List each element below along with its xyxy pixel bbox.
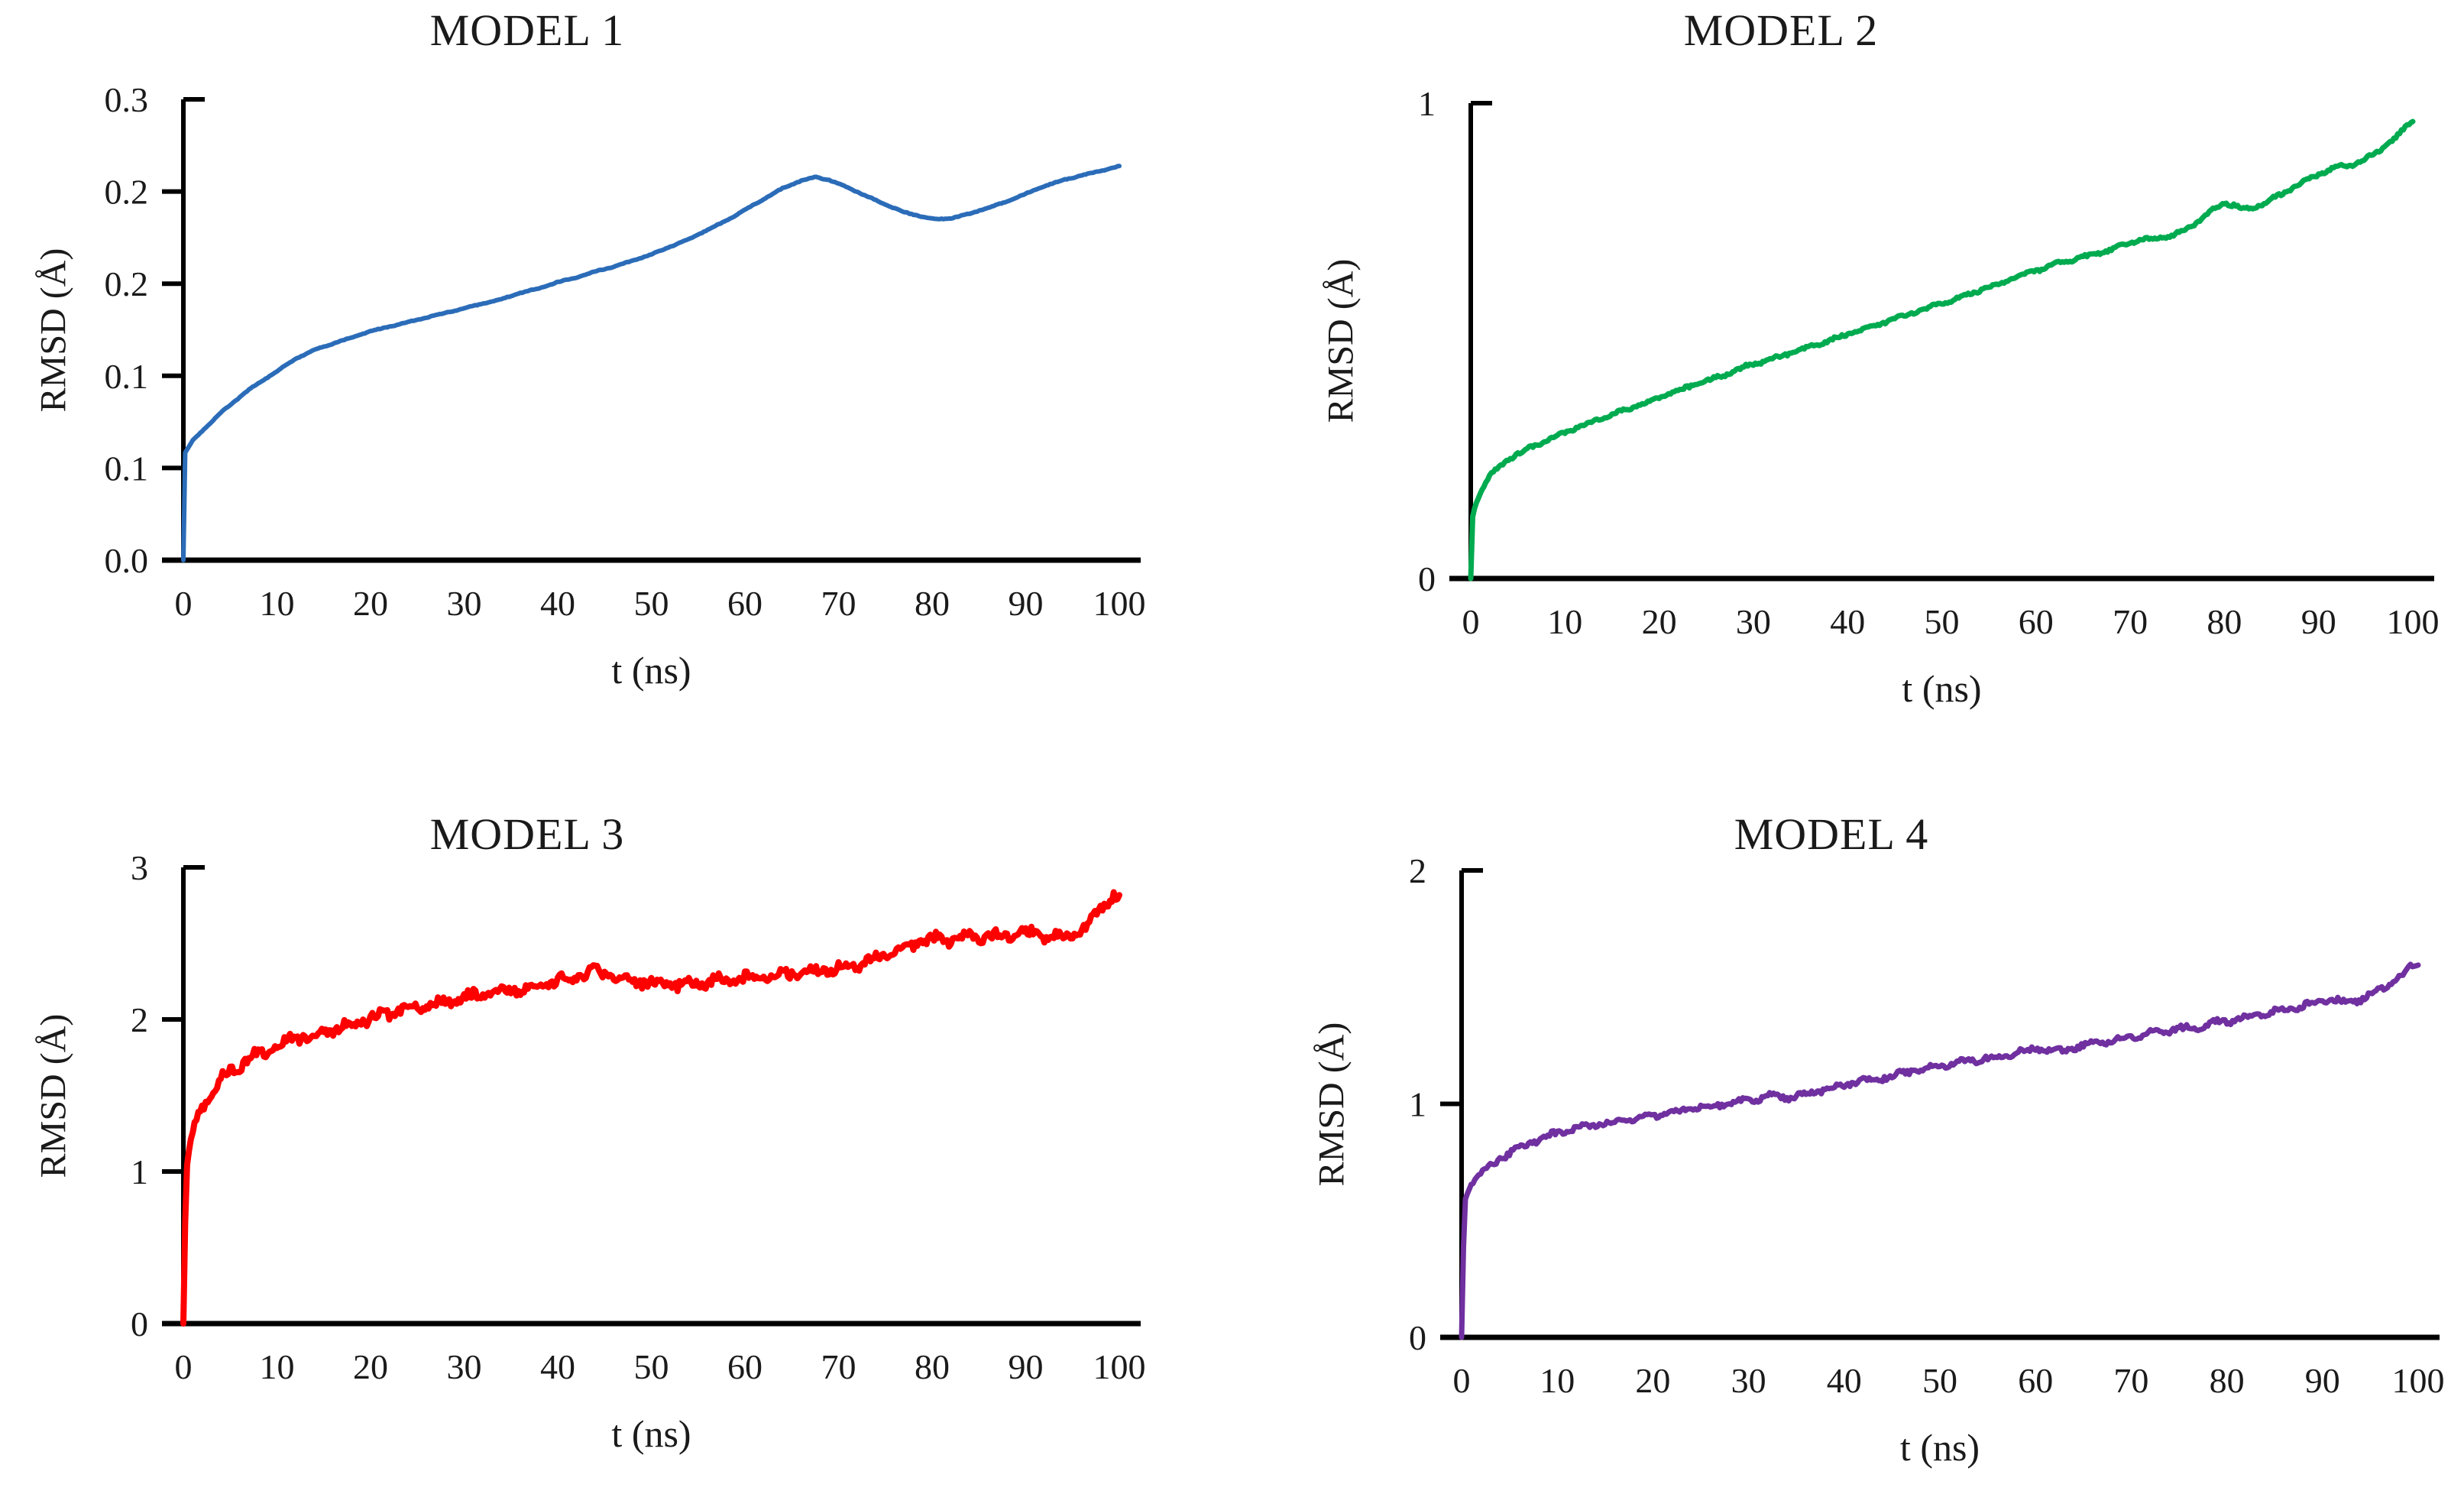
x-tick-label: 10 (260, 584, 295, 623)
x-tick-label: 20 (353, 584, 388, 623)
x-tick-label: 50 (634, 584, 669, 623)
x-tick-label: 10 (260, 1347, 295, 1386)
x-tick-label: 10 (1547, 602, 1582, 641)
x-tick-label: 50 (634, 1347, 669, 1386)
x-tick-label: 20 (1635, 1361, 1670, 1400)
rmsd-curve-3 (180, 889, 1122, 1327)
x-tick-label: 40 (1830, 602, 1865, 641)
y-tick-label: 0 (1418, 559, 1436, 598)
x-tick-label: 70 (821, 1347, 856, 1386)
y-tick-label: 0.2 (105, 264, 149, 303)
plot-model-1: 0.0 0.1 0.1 0.2 0.2 0.3 0 10 20 30 40 50 60 70 80 90 100 (105, 80, 1146, 623)
chart-model-1: MODEL 1 RMSD (Å) 0.0 0.1 0.1 0.2 0.2 0.3 0 10 20… (0, 0, 1232, 747)
x-tick-label: 60 (727, 584, 763, 623)
x-tick-label: 80 (915, 1347, 950, 1386)
x-tick-label: 100 (1093, 584, 1146, 623)
rmsd-curve-2 (1468, 118, 2416, 582)
chart-title-model-4: MODEL 4 (1734, 809, 1929, 859)
x-axis-label: t (ns) (1899, 1426, 1980, 1469)
x-axis-label: t (ns) (1902, 667, 1982, 710)
x-tick-label: 0 (1453, 1361, 1471, 1400)
x-tick-label: 70 (821, 584, 856, 623)
x-tick-label: 40 (540, 1347, 575, 1386)
x-tick-label: 30 (1731, 1361, 1766, 1400)
x-tick-label: 50 (1922, 1361, 1957, 1400)
y-tick-label: 0.2 (105, 173, 149, 212)
x-tick-label: 70 (2113, 1361, 2148, 1400)
x-tick-label: 80 (2207, 602, 2242, 641)
y-tick-label: 2 (1409, 851, 1426, 890)
chart-model-4: MODEL 4 RMSD (Å) 0 1 2 0 10 20 30 40 50 60 70 80 90 1… (1232, 747, 2464, 1494)
x-axis-label: t (ns) (611, 649, 691, 692)
chart-title-model-1: MODEL 1 (429, 5, 625, 55)
y-tick-label: 0.3 (105, 80, 149, 119)
chart-title-model-3: MODEL 3 (429, 809, 625, 859)
x-tick-label: 70 (2113, 602, 2148, 641)
x-tick-label: 90 (2305, 1361, 2340, 1400)
y-tick-label: 3 (131, 848, 148, 887)
x-tick-label: 80 (915, 584, 950, 623)
x-tick-label: 0 (175, 1347, 193, 1386)
chart-model-2: MODEL 2 RMSD (Å) 0 1 0 10 20 30 40 50 60 70 80 90 10… (1232, 0, 2464, 747)
y-tick-label: 0.1 (105, 449, 149, 488)
x-tick-label: 20 (353, 1347, 388, 1386)
x-axis-label: t (ns) (611, 1412, 691, 1455)
x-tick-label: 10 (1540, 1361, 1575, 1400)
x-tick-label: 60 (727, 1347, 763, 1386)
rmsd-curve-4 (1459, 961, 2421, 1340)
x-tick-label: 100 (2387, 602, 2440, 641)
x-tick-label: 100 (2392, 1361, 2445, 1400)
x-tick-label: 90 (1009, 584, 1044, 623)
x-tick-label: 40 (540, 584, 575, 623)
y-tick-label: 1 (1418, 84, 1436, 123)
y-tick-label: 0.0 (105, 541, 149, 580)
x-tick-label: 90 (2301, 602, 2336, 641)
y-tick-label: 1 (1409, 1085, 1426, 1124)
y-tick-label: 0 (131, 1304, 148, 1343)
x-tick-label: 0 (1462, 602, 1480, 641)
y-tick-label: 1 (131, 1152, 148, 1191)
x-tick-label: 80 (2210, 1361, 2245, 1400)
x-tick-label: 60 (2019, 602, 2054, 641)
y-tick-label: 2 (131, 1000, 148, 1039)
plot-model-2: 010 10 20 30 40 50 60 70 80 90 100 (1418, 84, 2440, 641)
x-tick-label: 100 (1093, 1347, 1146, 1386)
rmsd-curve-1 (181, 164, 1122, 562)
x-tick-label: 30 (447, 584, 482, 623)
y-tick-label: 0 (1409, 1318, 1426, 1357)
x-tick-label: 20 (1642, 602, 1677, 641)
x-tick-label: 40 (1827, 1361, 1862, 1400)
x-tick-label: 30 (1736, 602, 1771, 641)
x-tick-label: 30 (447, 1347, 482, 1386)
y-tick-label: 0.1 (105, 357, 149, 396)
x-tick-label: 50 (1925, 602, 1960, 641)
x-tick-label: 0 (175, 584, 193, 623)
chart-title-model-2: MODEL 2 (1683, 5, 1879, 55)
x-tick-label: 60 (2018, 1361, 2053, 1400)
x-tick-label: 90 (1009, 1347, 1044, 1386)
chart-model-3: MODEL 3 RMSD (Å) 0 1 2 3 0 10 20 30 40 50 60 70 80 90… (0, 747, 1232, 1494)
